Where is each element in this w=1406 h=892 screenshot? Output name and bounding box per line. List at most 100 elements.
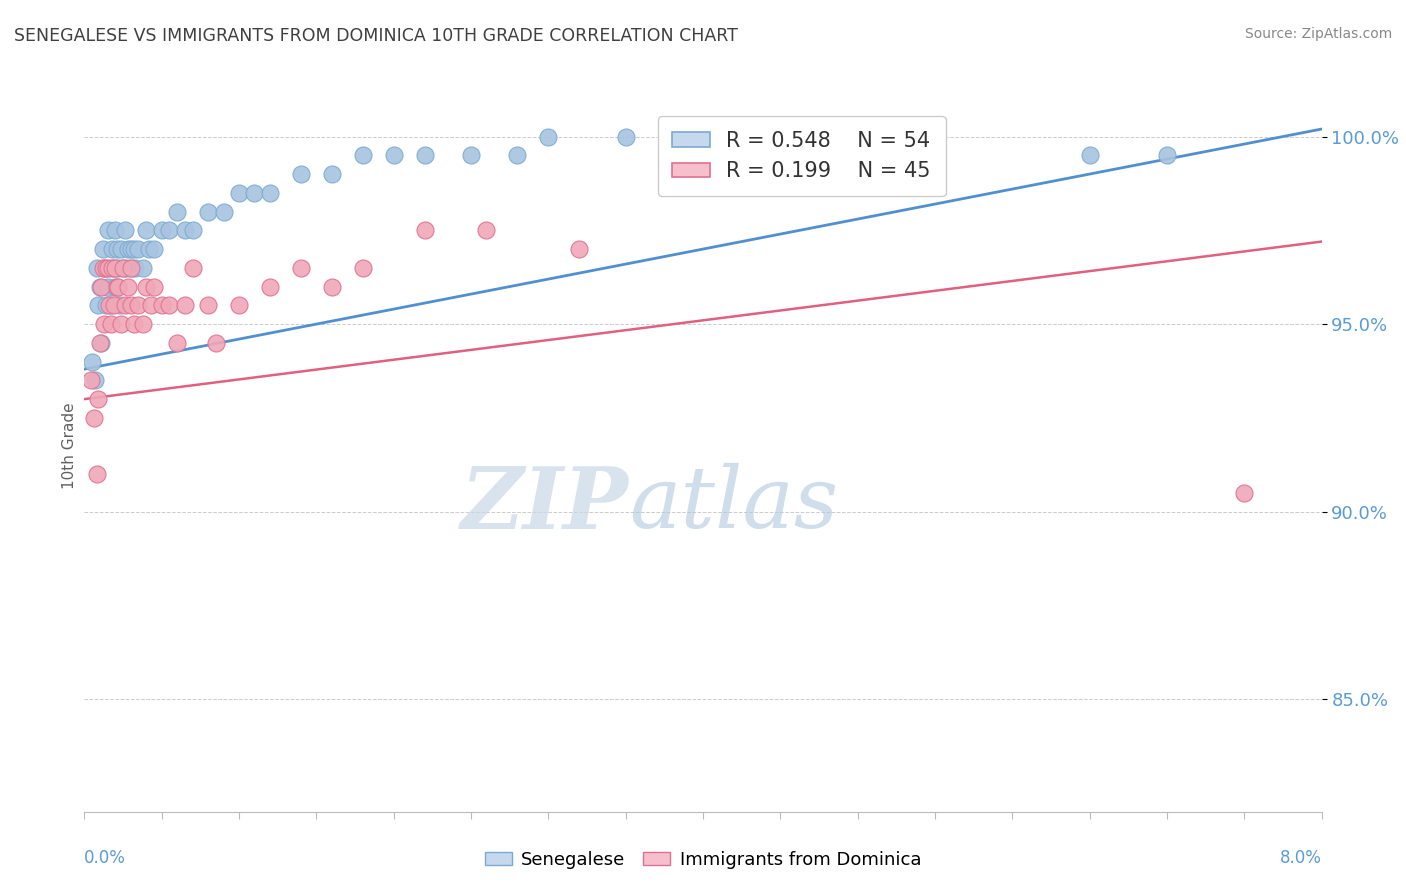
- Point: [90, 335, 112, 350]
- Point: [114, 223, 136, 237]
- Point: [94, 260, 117, 275]
- Point: [143, 279, 166, 293]
- Point: [107, 279, 129, 293]
- Point: [87, 392, 110, 406]
- Point: [101, 260, 124, 275]
- Point: [100, 317, 122, 331]
- Point: [84, 373, 107, 387]
- Point: [86, 260, 108, 275]
- Point: [1156, 148, 1178, 162]
- Point: [135, 279, 157, 293]
- Point: [1078, 148, 1101, 162]
- Point: [1233, 486, 1256, 500]
- Point: [174, 223, 197, 237]
- Point: [107, 260, 129, 275]
- Point: [382, 148, 405, 162]
- Point: [91, 260, 114, 275]
- Point: [197, 204, 219, 219]
- Point: [150, 298, 173, 312]
- Point: [212, 204, 235, 219]
- Text: atlas: atlas: [628, 463, 838, 546]
- Point: [89, 279, 111, 293]
- Point: [104, 260, 127, 275]
- Point: [89, 335, 111, 350]
- Point: [413, 223, 436, 237]
- Point: [122, 317, 145, 331]
- Point: [290, 167, 312, 181]
- Y-axis label: 10th Grade: 10th Grade: [62, 402, 77, 490]
- Point: [127, 298, 149, 312]
- Point: [321, 279, 343, 293]
- Point: [110, 317, 132, 331]
- Point: [321, 167, 343, 181]
- Point: [352, 148, 374, 162]
- Point: [132, 260, 155, 275]
- Point: [413, 148, 436, 162]
- Point: [139, 298, 162, 312]
- Point: [96, 279, 118, 293]
- Point: [166, 335, 188, 350]
- Point: [352, 260, 374, 275]
- Text: 0.0%: 0.0%: [84, 849, 127, 867]
- Point: [79, 373, 101, 387]
- Point: [124, 260, 146, 275]
- Point: [135, 223, 157, 237]
- Point: [228, 186, 250, 200]
- Point: [86, 467, 108, 482]
- Point: [87, 298, 110, 312]
- Point: [537, 129, 560, 144]
- Point: [91, 242, 114, 256]
- Point: [93, 260, 115, 275]
- Text: ZIP: ZIP: [461, 463, 628, 546]
- Point: [259, 279, 281, 293]
- Point: [120, 242, 142, 256]
- Point: [460, 148, 482, 162]
- Point: [98, 298, 121, 312]
- Point: [159, 223, 180, 237]
- Point: [138, 242, 160, 256]
- Point: [120, 298, 142, 312]
- Point: [290, 260, 312, 275]
- Point: [96, 260, 118, 275]
- Point: [112, 260, 135, 275]
- Point: [568, 242, 591, 256]
- Point: [228, 298, 250, 312]
- Point: [243, 186, 266, 200]
- Point: [105, 242, 128, 256]
- Point: [94, 298, 117, 312]
- Point: [475, 223, 498, 237]
- Point: [108, 298, 131, 312]
- Point: [120, 260, 142, 275]
- Point: [506, 148, 529, 162]
- Point: [143, 242, 166, 256]
- Point: [122, 242, 145, 256]
- Point: [166, 204, 188, 219]
- Point: [96, 223, 118, 237]
- Point: [103, 298, 125, 312]
- Point: [197, 298, 219, 312]
- Point: [259, 186, 281, 200]
- Point: [104, 279, 127, 293]
- Text: 8.0%: 8.0%: [1279, 849, 1322, 867]
- Point: [93, 317, 115, 331]
- Point: [83, 410, 105, 425]
- Point: [90, 279, 112, 293]
- Point: [82, 354, 104, 368]
- Point: [100, 298, 122, 312]
- Point: [101, 242, 124, 256]
- Text: SENEGALESE VS IMMIGRANTS FROM DOMINICA 10TH GRADE CORRELATION CHART: SENEGALESE VS IMMIGRANTS FROM DOMINICA 1…: [14, 27, 738, 45]
- Point: [181, 260, 204, 275]
- Point: [159, 298, 180, 312]
- Point: [117, 279, 139, 293]
- Point: [105, 279, 128, 293]
- Point: [103, 260, 125, 275]
- Point: [117, 242, 139, 256]
- Point: [115, 260, 138, 275]
- Point: [110, 242, 132, 256]
- Point: [120, 260, 142, 275]
- Point: [132, 317, 155, 331]
- Point: [127, 242, 149, 256]
- Point: [614, 129, 637, 144]
- Point: [112, 260, 135, 275]
- Point: [174, 298, 197, 312]
